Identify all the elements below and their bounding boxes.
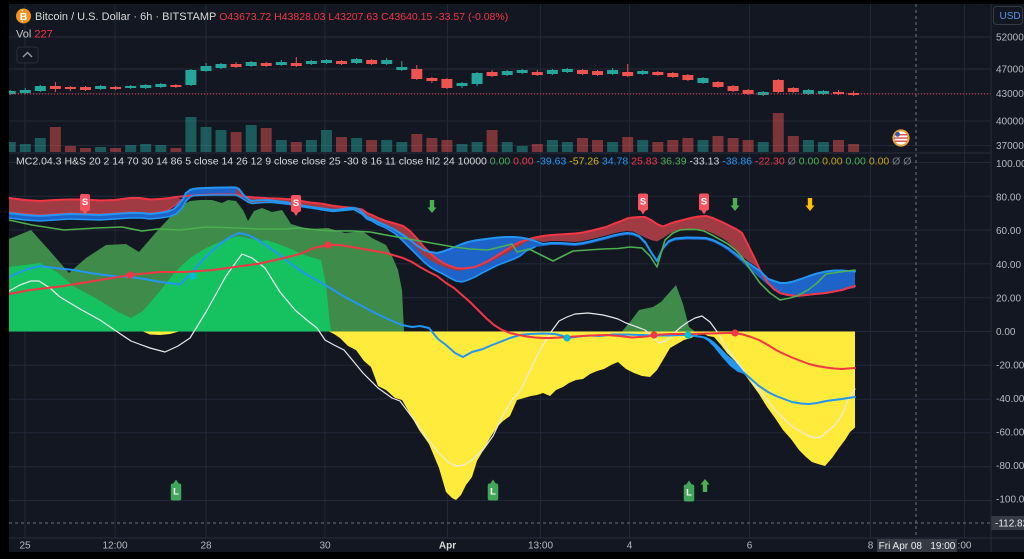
svg-text:Fri Apr 08 19:00: Fri Apr 08 19:00 bbox=[879, 541, 956, 552]
svg-text:100.00: 100.00 bbox=[996, 159, 1024, 170]
svg-text:60.00: 60.00 bbox=[996, 226, 1021, 237]
svg-text:6: 6 bbox=[747, 541, 753, 552]
svg-text:12:00: 12:00 bbox=[102, 541, 127, 552]
svg-text:S: S bbox=[293, 198, 299, 209]
svg-text:4: 4 bbox=[627, 541, 633, 552]
svg-text:30: 30 bbox=[319, 541, 331, 552]
svg-text:Vol 227: Vol 227 bbox=[16, 29, 53, 41]
svg-text:8: 8 bbox=[868, 541, 874, 552]
svg-text:-20.00: -20.00 bbox=[996, 361, 1024, 372]
svg-text:S: S bbox=[701, 197, 707, 208]
svg-text:80.00: 80.00 bbox=[996, 193, 1021, 204]
svg-text:-100.00: -100.00 bbox=[996, 495, 1024, 506]
svg-text:MC2.04.3 H&S 20 2 14 70 30 14: MC2.04.3 H&S 20 2 14 70 30 14 86 5 close… bbox=[16, 156, 911, 168]
svg-text:L: L bbox=[490, 487, 496, 498]
svg-text:0.00: 0.00 bbox=[996, 327, 1016, 338]
svg-text:-80.00: -80.00 bbox=[996, 461, 1024, 472]
svg-text:S: S bbox=[82, 197, 88, 208]
svg-text:43000.00: 43000.00 bbox=[996, 89, 1024, 100]
svg-text:S: S bbox=[640, 197, 646, 208]
svg-text:13:00: 13:00 bbox=[528, 541, 553, 552]
svg-text:28: 28 bbox=[200, 541, 212, 552]
svg-text:Apr: Apr bbox=[439, 541, 456, 552]
svg-text:Bitcoin / U.S. Dollar · 6h · B: Bitcoin / U.S. Dollar · 6h · BITSTAMP O4… bbox=[35, 11, 508, 23]
svg-text:52000.00: 52000.00 bbox=[996, 33, 1024, 44]
svg-text:L: L bbox=[686, 488, 692, 499]
svg-text:37000.00: 37000.00 bbox=[996, 141, 1024, 152]
svg-text:L: L bbox=[173, 487, 179, 498]
svg-text:40.00: 40.00 bbox=[996, 260, 1021, 271]
svg-text:B: B bbox=[20, 11, 28, 23]
svg-text:20.00: 20.00 bbox=[996, 294, 1021, 305]
svg-text:USD: USD bbox=[1000, 11, 1021, 22]
svg-text::00: :00 bbox=[958, 541, 972, 552]
svg-text:40000.00: 40000.00 bbox=[996, 117, 1024, 128]
svg-text:25: 25 bbox=[19, 541, 31, 552]
svg-text:-112.82: -112.82 bbox=[995, 519, 1024, 530]
svg-text:47000.00: 47000.00 bbox=[996, 65, 1024, 76]
svg-text:-60.00: -60.00 bbox=[996, 428, 1024, 439]
svg-text:-40.00: -40.00 bbox=[996, 394, 1024, 405]
